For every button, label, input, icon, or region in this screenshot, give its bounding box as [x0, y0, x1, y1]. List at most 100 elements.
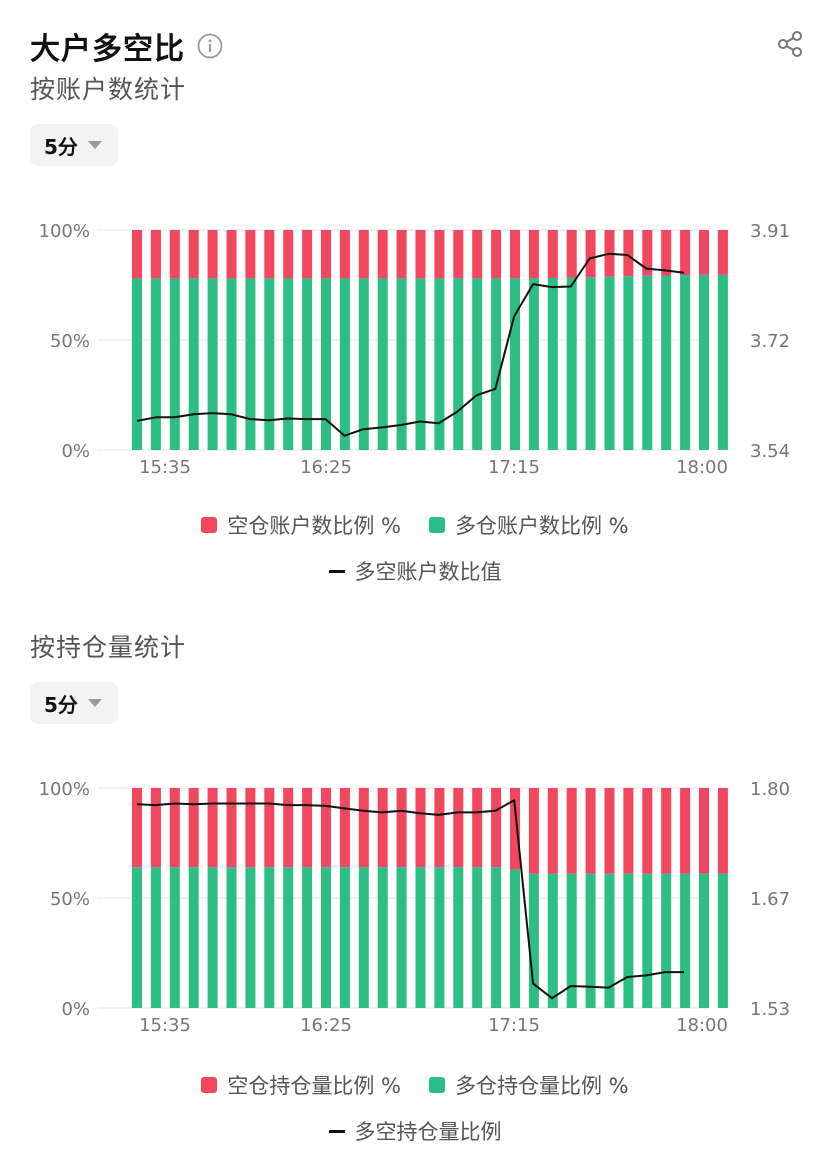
short-bar[interactable] [358, 788, 369, 868]
short-bar[interactable] [680, 230, 691, 276]
short-bar[interactable] [528, 788, 539, 874]
short-bar[interactable] [132, 230, 142, 279]
short-bar[interactable] [699, 230, 709, 275]
short-bar[interactable] [339, 230, 350, 279]
long-bar[interactable] [150, 278, 161, 450]
legend-item[interactable]: 多空持仓量比例 [328, 1116, 502, 1146]
short-bar[interactable] [377, 230, 388, 279]
short-bar[interactable] [150, 230, 161, 279]
long-bar[interactable] [717, 274, 728, 450]
long-bar[interactable] [547, 873, 558, 1008]
short-bar[interactable] [415, 788, 426, 868]
short-bar[interactable] [283, 788, 294, 868]
legend-item[interactable]: 多仓账户数比例 % [429, 510, 629, 540]
short-bar[interactable] [321, 230, 331, 279]
short-bar[interactable] [169, 788, 180, 868]
short-bar[interactable] [245, 230, 256, 279]
interval-dropdown-accounts[interactable]: 5分 [30, 124, 118, 166]
short-bar[interactable] [680, 788, 691, 874]
short-bar[interactable] [358, 230, 369, 279]
short-bar[interactable] [207, 788, 218, 868]
long-bar[interactable] [169, 867, 180, 1008]
long-bar[interactable] [188, 867, 199, 1008]
short-bar[interactable] [642, 230, 653, 276]
long-bar[interactable] [358, 278, 369, 450]
long-bar[interactable] [188, 278, 199, 450]
long-bar[interactable] [264, 867, 275, 1008]
short-bar[interactable] [188, 230, 199, 279]
long-bar[interactable] [434, 278, 445, 450]
short-bar[interactable] [717, 230, 728, 275]
long-bar[interactable] [339, 278, 350, 450]
long-bar[interactable] [547, 277, 558, 450]
long-bar[interactable] [321, 278, 331, 450]
short-bar[interactable] [510, 230, 520, 279]
long-bar[interactable] [396, 867, 407, 1008]
long-bar[interactable] [680, 873, 691, 1008]
short-bar[interactable] [699, 788, 709, 874]
short-bar[interactable] [132, 788, 142, 868]
short-bar[interactable] [226, 230, 237, 279]
long-bar[interactable] [510, 869, 520, 1008]
short-bar[interactable] [321, 788, 331, 868]
long-bar[interactable] [377, 867, 388, 1008]
long-bar[interactable] [604, 873, 615, 1008]
legend-item[interactable]: 空仓持仓量比例 % [201, 1070, 401, 1100]
long-bar[interactable] [283, 867, 294, 1008]
short-bar[interactable] [472, 230, 483, 279]
short-bar[interactable] [396, 230, 407, 279]
long-bar[interactable] [604, 276, 615, 450]
short-bar[interactable] [207, 230, 218, 279]
long-bar[interactable] [528, 278, 539, 450]
long-bar[interactable] [623, 276, 634, 450]
long-bar[interactable] [661, 275, 672, 450]
short-bar[interactable] [642, 788, 653, 874]
short-bar[interactable] [264, 230, 275, 279]
long-bar[interactable] [321, 867, 331, 1008]
long-bar[interactable] [699, 274, 709, 450]
long-bar[interactable] [226, 867, 237, 1008]
long-bar[interactable] [245, 278, 256, 450]
long-bar[interactable] [472, 867, 483, 1008]
short-bar[interactable] [566, 788, 577, 874]
share-icon[interactable] [776, 30, 804, 58]
short-bar[interactable] [717, 788, 728, 874]
long-bar[interactable] [566, 873, 577, 1008]
long-bar[interactable] [472, 278, 483, 450]
long-bar[interactable] [528, 873, 539, 1008]
legend-item[interactable]: 多空账户数比值 [328, 556, 502, 586]
short-bar[interactable] [547, 788, 558, 874]
short-bar[interactable] [415, 230, 426, 279]
short-bar[interactable] [472, 788, 483, 868]
long-bar[interactable] [585, 873, 596, 1008]
long-bar[interactable] [132, 278, 142, 450]
long-bar[interactable] [453, 278, 464, 450]
long-bar[interactable] [169, 278, 180, 450]
short-bar[interactable] [491, 230, 502, 279]
long-bar[interactable] [415, 278, 426, 450]
long-bar[interactable] [415, 867, 426, 1008]
short-bar[interactable] [604, 788, 615, 874]
long-bar[interactable] [434, 867, 445, 1008]
long-bar[interactable] [661, 873, 672, 1008]
short-bar[interactable] [188, 788, 199, 868]
long-bar[interactable] [264, 278, 275, 450]
short-bar[interactable] [453, 230, 464, 279]
short-bar[interactable] [528, 230, 539, 279]
short-bar[interactable] [661, 230, 672, 276]
interval-dropdown-positions[interactable]: 5分 [30, 682, 118, 724]
short-bar[interactable] [453, 788, 464, 868]
long-bar[interactable] [510, 278, 520, 450]
long-bar[interactable] [717, 873, 728, 1008]
long-bar[interactable] [207, 867, 218, 1008]
legend-item[interactable]: 多仓持仓量比例 % [429, 1070, 629, 1100]
short-bar[interactable] [585, 230, 596, 278]
short-bar[interactable] [302, 788, 313, 868]
long-bar[interactable] [150, 867, 161, 1008]
short-bar[interactable] [623, 788, 634, 874]
long-bar[interactable] [642, 873, 653, 1008]
short-bar[interactable] [169, 230, 180, 279]
long-bar[interactable] [226, 278, 237, 450]
long-bar[interactable] [491, 867, 502, 1008]
short-bar[interactable] [150, 788, 161, 868]
